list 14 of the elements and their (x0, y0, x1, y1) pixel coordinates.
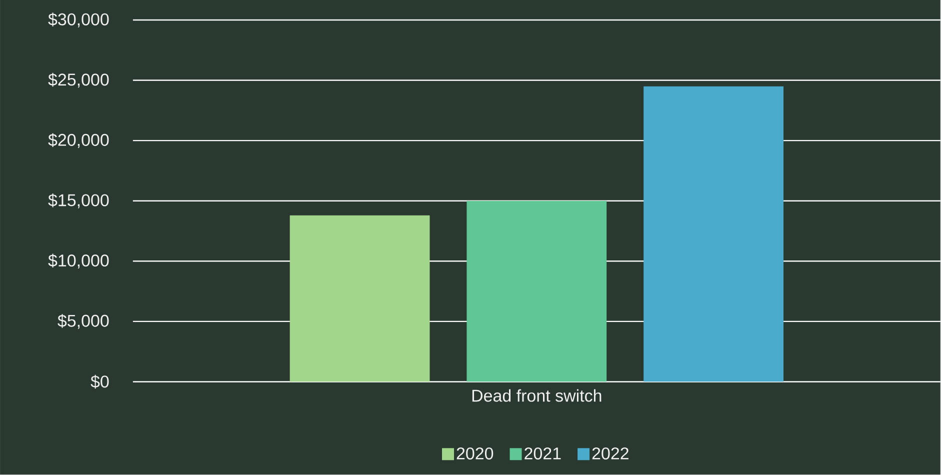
y-tick-label: $10,000 (48, 254, 109, 269)
bar (290, 215, 430, 382)
legend-label: 2021 (524, 448, 561, 460)
y-tick-label: $5,000 (58, 314, 109, 329)
bar (466, 201, 607, 382)
y-tick-label: $15,000 (48, 194, 109, 208)
bar (644, 86, 784, 382)
y-tick-label: $25,000 (48, 73, 109, 88)
legend-label: 2022 (592, 448, 628, 460)
y-tick-label: $20,000 (48, 133, 109, 148)
legend-label: 2020 (456, 448, 494, 460)
y-tick-label: $30,000 (48, 12, 109, 28)
y-tick-label: $0 (90, 375, 109, 389)
x-tick-label: Dead front switch (472, 389, 602, 402)
